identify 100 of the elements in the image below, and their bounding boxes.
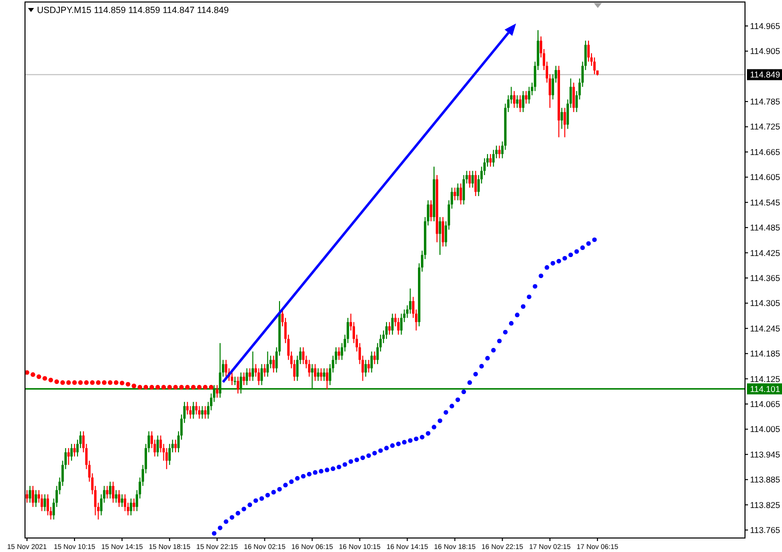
y-tick-label: 114.245 bbox=[750, 323, 780, 334]
point bbox=[54, 379, 59, 384]
ref-line-label: 114.849 bbox=[750, 70, 780, 80]
candlestick bbox=[462, 174, 465, 205]
candlestick bbox=[320, 368, 322, 382]
candlestick bbox=[118, 490, 120, 508]
candlestick bbox=[498, 145, 501, 159]
candlestick bbox=[516, 94, 518, 108]
chart-title: USDJPY.M15 114.859 114.859 114.847 114.849 bbox=[37, 5, 229, 15]
candlestick bbox=[513, 90, 516, 108]
candlestick bbox=[263, 364, 266, 378]
candlestick bbox=[572, 82, 575, 113]
candlestick bbox=[400, 313, 403, 336]
candlestick bbox=[364, 359, 367, 378]
candlestick bbox=[186, 401, 189, 415]
candlestick bbox=[165, 448, 168, 470]
point bbox=[48, 378, 54, 382]
candlestick bbox=[397, 317, 400, 336]
candlestick bbox=[367, 359, 370, 373]
candlestick bbox=[522, 90, 524, 113]
candlestick bbox=[34, 490, 38, 508]
candlestick bbox=[195, 401, 198, 415]
candlestick bbox=[112, 481, 114, 504]
candlestick bbox=[246, 368, 248, 386]
candlestick bbox=[198, 406, 201, 420]
point bbox=[84, 380, 89, 385]
point bbox=[114, 380, 118, 385]
candlestick bbox=[528, 86, 530, 104]
y-tick-label: 114.785 bbox=[750, 96, 780, 107]
candlestick bbox=[373, 350, 376, 365]
candlestick bbox=[430, 200, 432, 222]
point bbox=[25, 370, 30, 375]
point bbox=[102, 380, 107, 385]
candlestick bbox=[108, 481, 112, 500]
y-tick-label: 114.725 bbox=[750, 122, 780, 132]
candlestick bbox=[242, 372, 246, 386]
point bbox=[42, 376, 48, 381]
point bbox=[202, 384, 208, 390]
candlestick bbox=[338, 346, 340, 360]
candlestick bbox=[370, 350, 373, 373]
point bbox=[78, 380, 83, 385]
point bbox=[144, 384, 148, 390]
point bbox=[138, 384, 142, 390]
y-tick-label: 114.965 bbox=[750, 20, 780, 31]
y-tick-label: 114.305 bbox=[750, 298, 780, 308]
candlestick bbox=[258, 368, 260, 386]
candlestick bbox=[471, 170, 474, 188]
candlestick bbox=[302, 346, 304, 365]
point bbox=[197, 384, 202, 390]
candlestick bbox=[260, 364, 263, 386]
point bbox=[96, 380, 101, 385]
candlestick bbox=[40, 494, 44, 512]
point bbox=[155, 384, 160, 390]
candlestick bbox=[474, 170, 477, 197]
y-tick-label: 114.005 bbox=[750, 424, 780, 434]
y-tick-label: 114.185 bbox=[750, 348, 780, 359]
candlestick bbox=[120, 494, 124, 508]
point bbox=[173, 384, 178, 390]
point bbox=[36, 374, 42, 379]
candlestick bbox=[326, 368, 328, 390]
candlestick bbox=[518, 94, 522, 113]
candlestick bbox=[32, 485, 34, 508]
candlestick bbox=[132, 498, 136, 512]
y-tick-label: 114.545 bbox=[750, 197, 780, 208]
candlestick bbox=[230, 372, 234, 386]
point bbox=[60, 380, 65, 385]
candlestick bbox=[316, 368, 320, 382]
candlestick bbox=[106, 485, 108, 500]
candlestick bbox=[409, 288, 412, 314]
candlestick bbox=[564, 107, 566, 138]
candlestick bbox=[560, 107, 563, 130]
point bbox=[179, 384, 184, 390]
point bbox=[30, 372, 36, 377]
y-tick-label: 113.825 bbox=[750, 500, 780, 510]
candlestick bbox=[46, 494, 49, 516]
point bbox=[149, 384, 154, 390]
candlestick bbox=[460, 182, 462, 205]
candlestick bbox=[168, 443, 171, 466]
candlestick bbox=[442, 216, 444, 247]
candlestick bbox=[322, 368, 326, 382]
candlestick bbox=[468, 170, 471, 188]
candlestick bbox=[272, 355, 275, 373]
candlestick bbox=[201, 406, 204, 420]
point bbox=[185, 384, 190, 390]
candlestick bbox=[314, 364, 316, 382]
candlestick bbox=[308, 359, 310, 378]
y-tick-label: 114.365 bbox=[750, 272, 780, 283]
candlestick bbox=[73, 443, 76, 458]
candlestick bbox=[456, 182, 459, 201]
candlestick bbox=[204, 406, 206, 420]
y-tick-label: 113.885 bbox=[750, 474, 780, 485]
candlestick bbox=[492, 149, 495, 168]
ref-line-label: 114.101 bbox=[750, 384, 780, 394]
point bbox=[208, 384, 214, 390]
candlestick bbox=[156, 435, 159, 458]
candlestick bbox=[248, 368, 252, 382]
candlestick bbox=[192, 401, 195, 420]
y-tick-label: 114.065 bbox=[750, 398, 780, 409]
candlestick bbox=[252, 350, 254, 382]
point bbox=[132, 384, 136, 388]
